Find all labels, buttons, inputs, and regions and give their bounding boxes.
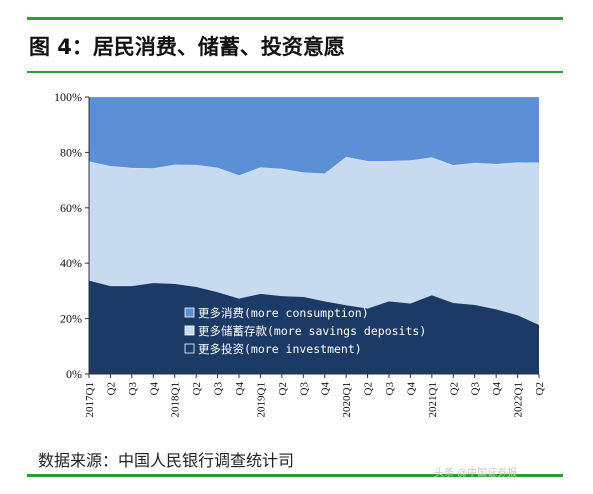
x-tick-label: 2022Q1 (513, 382, 525, 417)
x-tick-label: Q2 (105, 382, 117, 395)
axes: 0% 20% 40% 60% 80% 100% 2017Q1 Q2 Q3 Q4 2018Q1 Q2 Q3… (54, 90, 546, 417)
y-tick-label: 40% (60, 256, 82, 270)
legend-label-consumption: 更多消费(more consumption) (198, 306, 369, 320)
x-tick-label: 2021Q1 (427, 382, 439, 417)
legend-swatch-savings (184, 325, 195, 336)
x-tick-label: Q2 (448, 382, 460, 395)
bottom-rule (27, 474, 563, 477)
x-tick-label: Q2 (191, 382, 203, 395)
title-rule (27, 71, 563, 73)
x-tick-label: Q4 (148, 382, 160, 396)
x-tick-label: 2017Q1 (84, 382, 96, 417)
x-tick-label: Q4 (320, 382, 332, 396)
x-tick-label: Q3 (298, 382, 310, 396)
y-tick-label: 20% (60, 312, 82, 326)
x-tick-label: Q3 (470, 382, 482, 396)
top-rule (27, 17, 563, 20)
area-layers (88, 96, 540, 374)
legend: 更多消费(more consumption) 更多储蓄存款(more saving… (184, 306, 426, 356)
y-tick-label: 0% (66, 367, 82, 381)
x-tick-label: Q2 (363, 382, 375, 395)
area-consumption (89, 97, 539, 176)
x-tick-label: Q4 (234, 382, 246, 396)
legend-label-savings: 更多储蓄存款(more savings deposits) (198, 324, 426, 338)
y-tick-label: 80% (60, 145, 82, 159)
x-tick-label: Q2 (534, 382, 546, 395)
source-note: 数据来源：中国人民银行调查统计司 (38, 451, 295, 470)
x-tick-label: Q4 (405, 382, 417, 396)
x-tick-label: 2020Q1 (341, 382, 353, 417)
x-tick-label: Q3 (213, 382, 225, 396)
legend-swatch-consumption (184, 307, 195, 318)
figure-title: 图 4：居民消费、储蓄、投资意愿 (29, 35, 345, 59)
x-tick-label: Q4 (491, 382, 503, 396)
legend-swatch-investment (184, 343, 195, 354)
area-investment (89, 280, 539, 374)
y-tick-label: 60% (60, 201, 82, 215)
area-savings (89, 156, 539, 325)
x-tick-label: Q2 (277, 382, 289, 395)
x-tick-label: Q3 (384, 382, 396, 396)
y-tick-label: 100% (54, 90, 82, 104)
x-tick-label: 2018Q1 (170, 382, 182, 417)
legend-label-investment: 更多投资(more investment) (198, 342, 362, 356)
watermark: 头条 @中国证券报 (434, 468, 518, 479)
x-tick-label: 2019Q1 (255, 382, 267, 417)
x-tick-label: Q3 (127, 382, 139, 396)
